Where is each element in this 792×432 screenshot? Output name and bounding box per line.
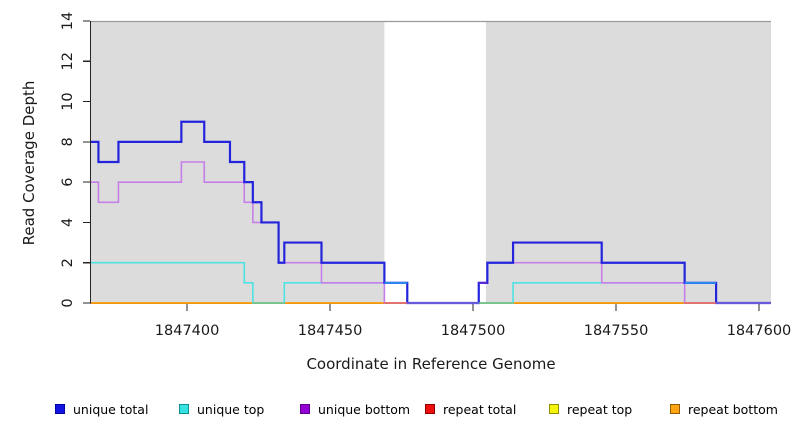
x-tick-label: 1847450: [298, 323, 363, 339]
x-tick-label: 1847500: [441, 323, 506, 339]
legend-swatch-icon: [549, 404, 559, 414]
legend-label: unique top: [197, 401, 265, 417]
legend-swatch-icon: [55, 404, 65, 414]
x-tick-label: 1847600: [727, 323, 792, 339]
legend-item-unique-top: unique top: [179, 398, 264, 420]
legend-label: unique bottom: [318, 401, 411, 417]
legend-swatch-icon: [179, 404, 189, 414]
y-tick-label: 0: [60, 298, 76, 307]
legend-item-repeat-top: repeat top: [549, 398, 632, 420]
x-axis-title: Coordinate in Reference Genome: [306, 355, 556, 373]
x-tick-label: 1847400: [155, 323, 220, 339]
legend-swatch-icon: [670, 404, 680, 414]
y-tick-label: 14: [60, 12, 76, 30]
legend-label: repeat total: [443, 401, 517, 417]
legend-item-repeat-bottom: repeat bottom: [670, 398, 778, 420]
legend-item-unique-bottom: unique bottom: [300, 398, 410, 420]
y-tick-label: 12: [60, 52, 76, 70]
legend-label: unique total: [73, 401, 149, 417]
y-tick-label: 10: [60, 92, 76, 110]
legend-item-repeat-total: repeat total: [425, 398, 516, 420]
y-axis-title: Read Coverage Depth: [20, 80, 38, 246]
x-tick-label: 1847550: [584, 323, 649, 339]
legend-swatch-icon: [425, 404, 435, 414]
highlight-band: [384, 21, 486, 303]
y-tick-label: 4: [60, 218, 76, 227]
chart-legend: unique total unique top unique bottom repea…: [0, 398, 792, 422]
legend-label: repeat bottom: [688, 401, 778, 417]
y-tick-label: 2: [60, 258, 76, 267]
legend-label: repeat top: [567, 401, 633, 417]
series-unique-total: [91, 120, 771, 305]
legend-item-unique-total: unique total: [55, 398, 148, 420]
y-tick-label: 6: [60, 178, 76, 187]
legend-swatch-icon: [300, 404, 310, 414]
y-tick-label: 8: [60, 137, 76, 146]
